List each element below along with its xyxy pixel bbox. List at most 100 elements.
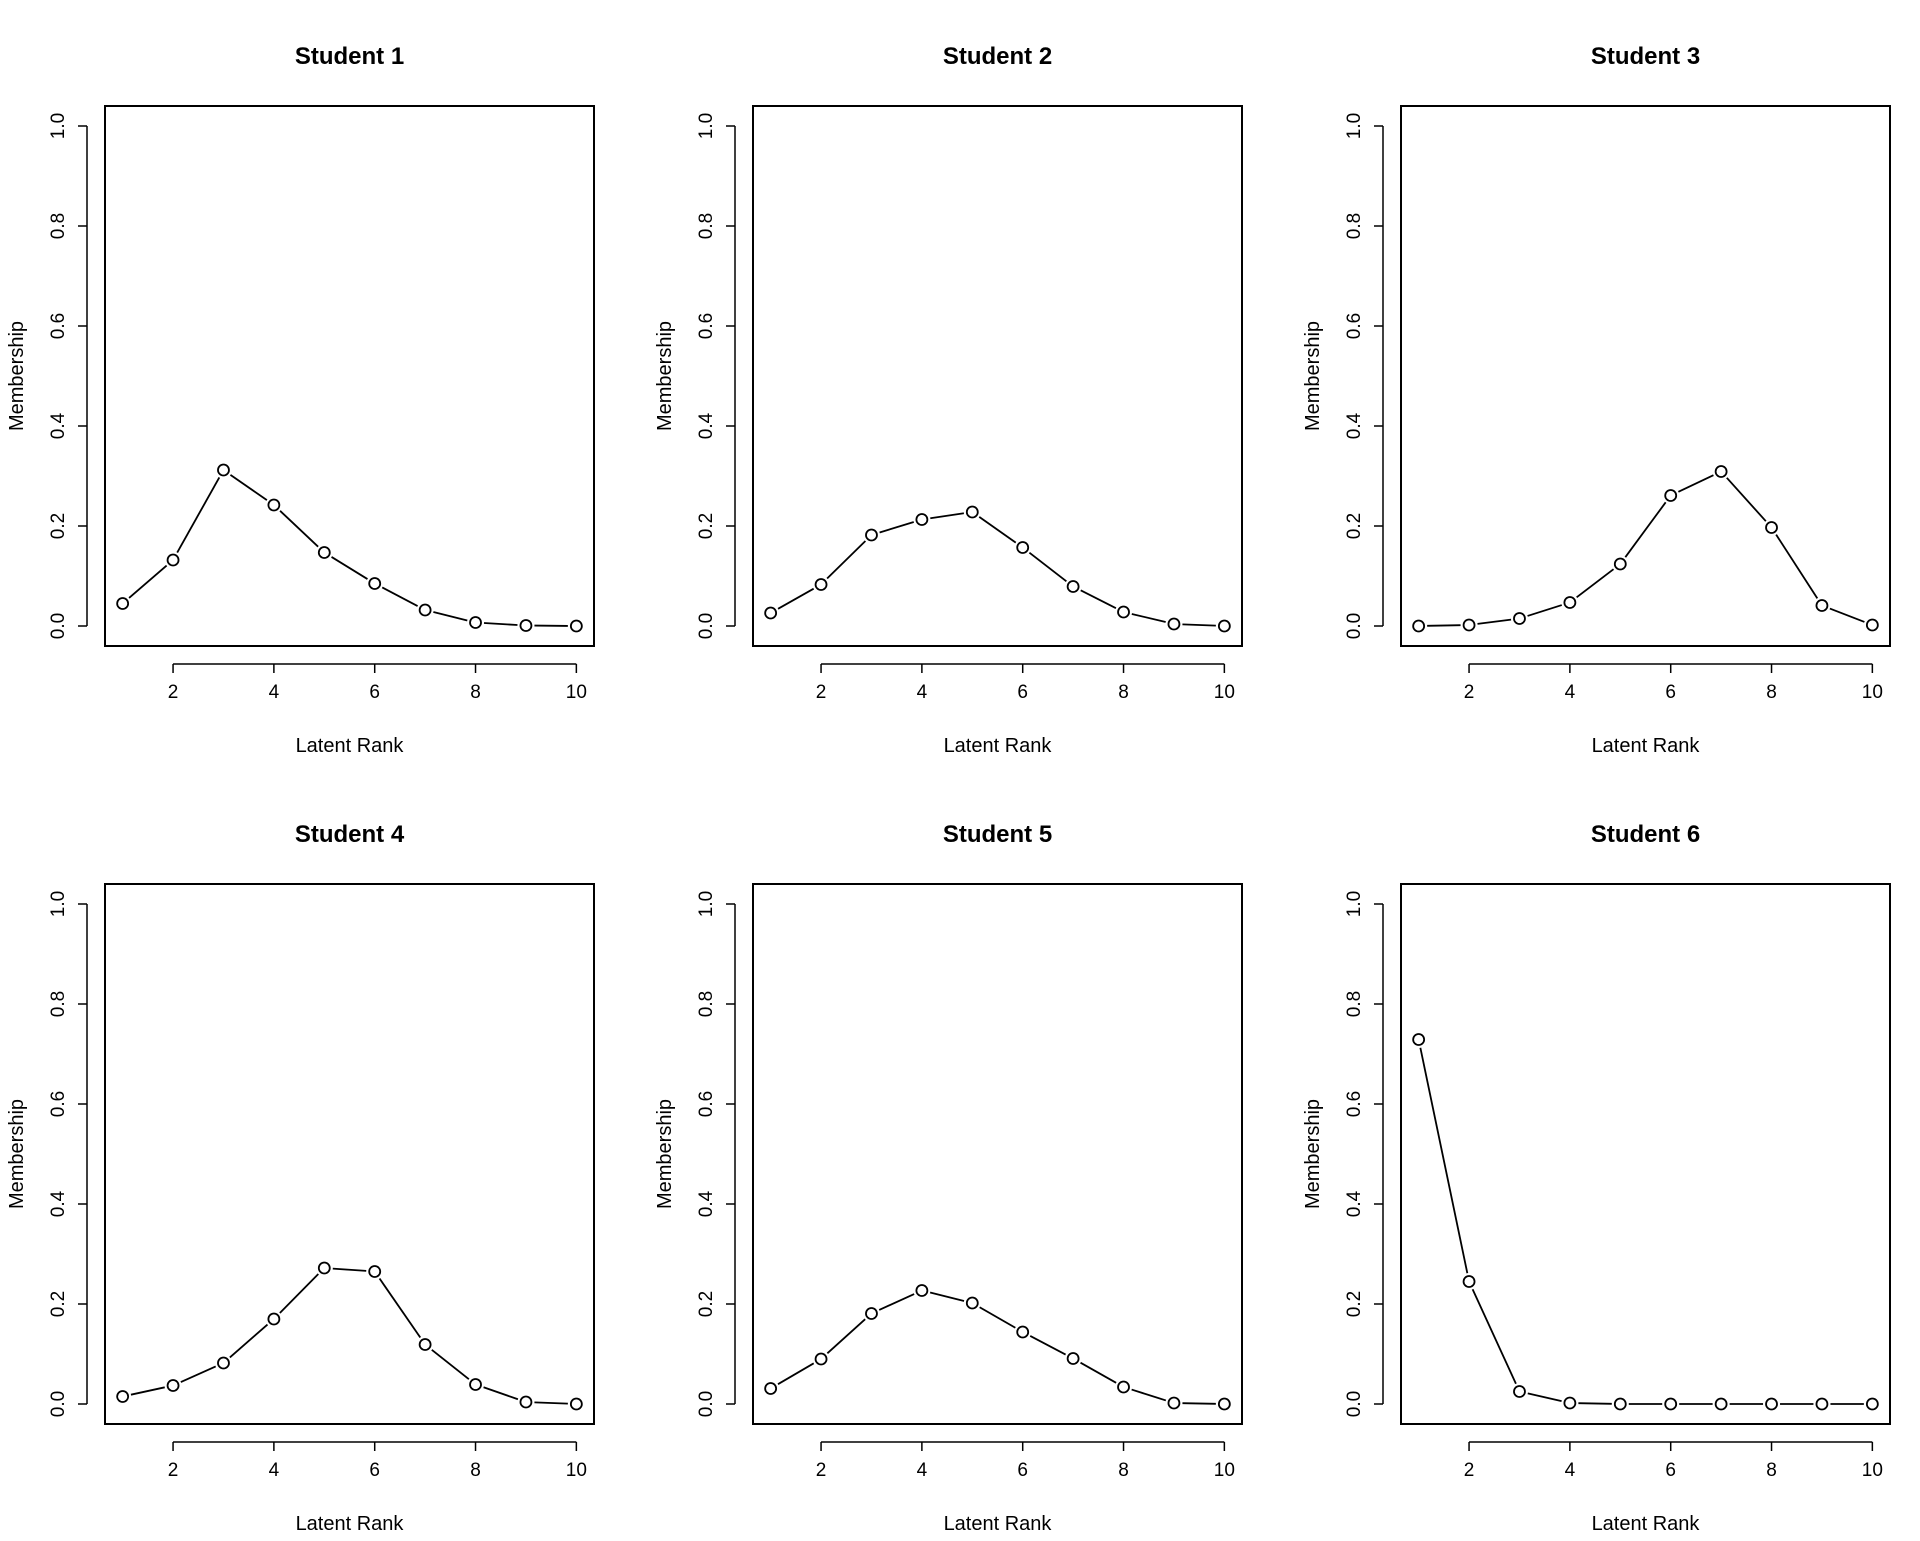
series-line-segment (930, 513, 964, 518)
series-line-segment (230, 1325, 268, 1358)
data-point (369, 578, 380, 589)
series-line-segment (333, 1269, 366, 1271)
series-line-segment (1029, 553, 1066, 582)
data-point (1168, 1398, 1179, 1409)
y-tick-label: 0.6 (696, 1091, 717, 1117)
x-tick-label: 6 (1665, 1460, 1676, 1481)
y-tick-label: 0.0 (48, 613, 69, 639)
plot-frame (105, 884, 594, 1424)
y-tick-label: 0.2 (696, 1291, 717, 1317)
series-line-segment (230, 475, 266, 500)
y-tick-label: 1.0 (696, 891, 717, 917)
series-line-segment (433, 612, 467, 620)
series-line-segment (484, 623, 517, 625)
y-tick-label: 0.4 (1344, 1190, 1365, 1217)
panel-title: Student 1 (295, 43, 404, 70)
data-point (319, 547, 330, 558)
data-point (1514, 1386, 1525, 1397)
x-tick-label: 4 (1565, 682, 1576, 703)
y-tick-label: 0.0 (1344, 613, 1365, 639)
plot-frame (1401, 106, 1890, 646)
x-tick-label: 10 (1862, 1460, 1883, 1481)
panel-title: Student 5 (943, 821, 1052, 848)
data-point (1816, 600, 1827, 611)
data-point (420, 1339, 431, 1350)
y-tick-label: 0.8 (696, 213, 717, 239)
data-point (916, 514, 927, 525)
y-tick-label: 0.8 (696, 991, 717, 1017)
data-point (319, 1263, 330, 1274)
series-line-segment (1420, 1048, 1467, 1273)
x-tick-label: 2 (168, 1460, 179, 1481)
y-axis-label: Membership (1302, 321, 1324, 431)
data-point (816, 579, 827, 590)
data-point (1017, 542, 1028, 553)
plot-frame (105, 106, 594, 646)
series-line-segment (930, 1293, 964, 1301)
data-point (1464, 1276, 1475, 1287)
y-tick-label: 0.6 (48, 1091, 69, 1117)
data-point (765, 1383, 776, 1394)
x-tick-label: 8 (470, 682, 481, 703)
data-point (1564, 597, 1575, 608)
y-tick-label: 0.0 (696, 613, 717, 639)
x-axis-label: Latent Rank (1592, 1513, 1701, 1535)
x-tick-label: 8 (470, 1460, 481, 1481)
series-line-segment (534, 1402, 567, 1403)
data-point (816, 1354, 827, 1365)
data-point (1219, 621, 1230, 632)
x-axis-label: Latent Rank (1592, 735, 1701, 757)
panel-title: Student 3 (1591, 43, 1700, 70)
x-axis-label: Latent Rank (296, 735, 405, 757)
data-point (866, 530, 877, 541)
data-point (1514, 613, 1525, 624)
y-tick-label: 0.8 (48, 991, 69, 1017)
x-tick-label: 4 (917, 682, 928, 703)
y-tick-label: 0.2 (696, 513, 717, 539)
series-line-segment (778, 589, 814, 609)
series-line-segment (1477, 620, 1511, 624)
y-axis-label: Membership (6, 321, 28, 431)
y-tick-label: 0.2 (1344, 1291, 1365, 1317)
series-line-segment (1473, 1289, 1516, 1384)
series-line-segment (1578, 1403, 1611, 1404)
x-tick-label: 2 (816, 1460, 827, 1481)
data-point (1766, 1399, 1777, 1410)
x-axis-label: Latent Rank (944, 1513, 1053, 1535)
panel-title: Student 4 (295, 821, 405, 848)
x-tick-label: 8 (1766, 1460, 1777, 1481)
x-tick-label: 10 (1214, 1460, 1235, 1481)
y-tick-label: 0.4 (1344, 412, 1365, 439)
data-point (117, 1391, 128, 1402)
series-line-segment (1577, 569, 1614, 597)
series-line-segment (1081, 1363, 1117, 1383)
series-line-segment (129, 566, 167, 598)
x-tick-label: 10 (566, 1460, 587, 1481)
series-line-segment (1528, 605, 1562, 616)
x-tick-label: 6 (1665, 682, 1676, 703)
y-axis-label: Membership (1302, 1099, 1324, 1209)
y-tick-label: 0.6 (696, 313, 717, 339)
x-tick-label: 2 (1464, 1460, 1475, 1481)
series-line-segment (177, 477, 219, 552)
y-tick-label: 0.8 (1344, 213, 1365, 239)
series-line-segment (380, 1278, 421, 1337)
data-point (967, 507, 978, 518)
y-tick-label: 0.8 (1344, 991, 1365, 1017)
series-line-segment (181, 1366, 216, 1382)
data-point (1017, 1327, 1028, 1338)
series-line-segment (131, 1387, 165, 1394)
data-point (1766, 522, 1777, 533)
x-tick-label: 4 (917, 1460, 928, 1481)
data-point (571, 621, 582, 632)
x-tick-label: 8 (1118, 682, 1129, 703)
x-tick-label: 6 (369, 1460, 380, 1481)
data-point (967, 1298, 978, 1309)
data-point (1665, 1399, 1676, 1410)
series-line-segment (1182, 624, 1215, 625)
